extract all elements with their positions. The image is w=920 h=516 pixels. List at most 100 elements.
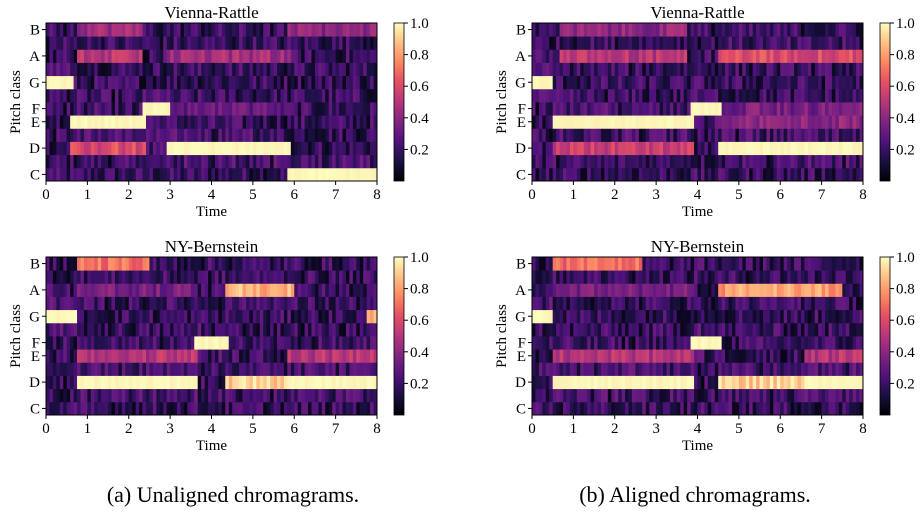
heatmap-cell (587, 349, 592, 363)
heatmap-cell (656, 75, 660, 90)
heatmap-cell (125, 375, 130, 390)
heatmap-cell (166, 257, 171, 271)
heatmap-cell (128, 102, 133, 116)
heatmap-cell (842, 141, 847, 156)
heatmap-cell (183, 322, 188, 337)
heatmap-cell (797, 283, 802, 297)
heatmap-cell (366, 388, 371, 403)
heatmap-cell (59, 23, 64, 37)
heatmap-cell (842, 388, 847, 403)
heatmap-cell (628, 257, 633, 271)
heatmap-cell (618, 49, 623, 63)
heatmap-cell (287, 309, 292, 324)
heatmap-cell (125, 49, 130, 63)
heatmap-cell (638, 88, 643, 103)
heatmap-cell (328, 36, 333, 50)
heatmap-cell (280, 23, 285, 37)
heatmap-cell (621, 128, 626, 142)
heatmap-cell (811, 257, 816, 271)
heatmap-cell (756, 322, 760, 337)
heatmap-cell (559, 141, 564, 156)
heatmap-cell (201, 36, 206, 50)
heatmap-cell (831, 322, 836, 337)
heatmap-cell (197, 349, 202, 363)
heatmap-cell (656, 296, 660, 311)
heatmap-cell (538, 36, 543, 50)
heatmap-cell (535, 141, 540, 156)
y-tick-label: F (32, 336, 40, 352)
heatmap-cell (735, 296, 740, 311)
heatmap-cell (87, 296, 92, 311)
heatmap-cell (569, 309, 574, 324)
heatmap-cell (49, 36, 54, 50)
heatmap-cell (245, 296, 250, 311)
heatmap-cell (335, 296, 340, 311)
heatmap-cell (70, 141, 74, 156)
heatmap-cell (335, 75, 340, 90)
heatmap-cell (52, 23, 57, 37)
heatmap-cell (676, 102, 681, 116)
heatmap-cell (690, 375, 695, 390)
heatmap-cell (621, 36, 626, 50)
heatmap-cell (752, 296, 757, 311)
heatmap-cell (359, 362, 364, 376)
heatmap-cell (635, 154, 640, 169)
heatmap-cell (335, 141, 340, 156)
heatmap-cell (600, 322, 605, 337)
heatmap-cell (576, 128, 581, 142)
heatmap-cell (349, 128, 354, 142)
heatmap-cell (83, 309, 88, 324)
heatmap-cell (749, 322, 754, 337)
heatmap-cell (614, 336, 619, 350)
heatmap-cell (49, 375, 54, 390)
heatmap-cell (725, 62, 729, 77)
heatmap-cell (611, 88, 616, 103)
heatmap-cell (811, 336, 816, 350)
heatmap-cell (725, 36, 729, 50)
heatmap-cell (552, 128, 557, 142)
heatmap-cell (749, 388, 754, 403)
colorbar-tick-label: 0.6 (896, 79, 915, 95)
heatmap-cell (542, 115, 547, 129)
heatmap-cell (128, 36, 133, 50)
heatmap-cell (352, 349, 357, 363)
heatmap-cell (145, 167, 150, 182)
heatmap-cell (683, 75, 688, 90)
heatmap-cell (52, 128, 57, 142)
heatmap-cell (304, 102, 309, 116)
heatmap-cell (77, 102, 81, 116)
heatmap-cell (101, 257, 106, 271)
heatmap-cell (538, 375, 543, 390)
heatmap-cell (73, 23, 78, 37)
heatmap-cell (114, 49, 119, 63)
heatmap-cell (308, 362, 312, 376)
heatmap-cell (563, 362, 567, 376)
heatmap-cell (731, 154, 736, 169)
heatmap-cell (590, 257, 595, 271)
heatmap-cell (856, 23, 860, 37)
heatmap-cell (631, 362, 636, 376)
heatmap-cell (707, 102, 712, 116)
heatmap-cell (180, 257, 185, 271)
heatmap-cell (304, 401, 309, 416)
heatmap-cell (221, 36, 226, 50)
heatmap-cell (604, 362, 609, 376)
heatmap-cell (170, 23, 174, 37)
heatmap-cell (128, 270, 133, 284)
heatmap-cell (235, 141, 240, 156)
heatmap-cell (308, 23, 312, 37)
heatmap-cell (335, 375, 340, 390)
heatmap-cell (204, 167, 209, 182)
heatmap-cell (818, 167, 823, 182)
heatmap-cell (159, 270, 164, 284)
heatmap-cell (707, 362, 712, 376)
heatmap-cell (735, 75, 740, 90)
heatmap-cell (128, 167, 133, 182)
heatmap-cell (604, 257, 609, 271)
heatmap-cell (318, 283, 323, 297)
heatmap-cell (183, 75, 188, 90)
heatmap-cell (859, 62, 864, 77)
heatmap-cell (652, 309, 657, 324)
heatmap-cell (776, 322, 781, 337)
